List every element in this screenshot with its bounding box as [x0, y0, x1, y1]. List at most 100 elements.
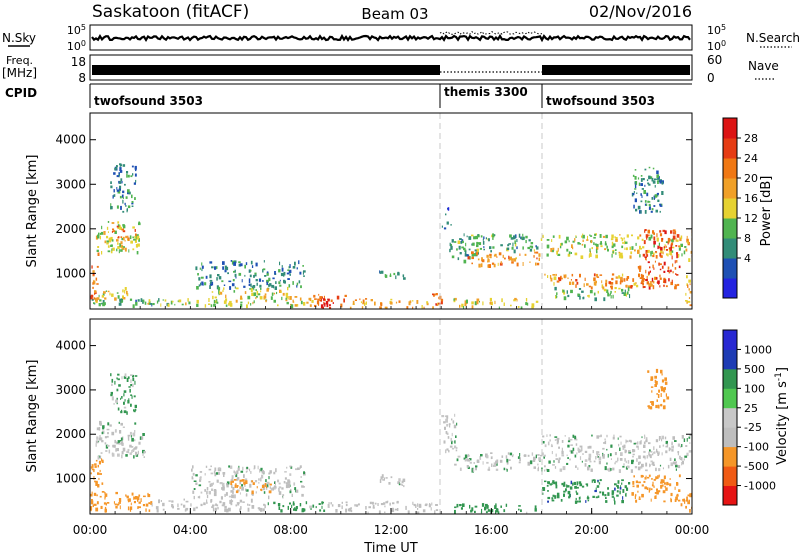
- nsearch-trace: [439, 30, 543, 36]
- colorbar-swatch: [723, 178, 737, 199]
- colorbar-tick-label: 4: [744, 252, 751, 265]
- velocity-echo-region: [103, 491, 153, 513]
- time-tick-label: 12:00: [374, 523, 409, 537]
- velocity-echo-region: [441, 413, 458, 454]
- velocity-echo-region: [680, 492, 692, 513]
- colorbar-swatch: [723, 368, 737, 389]
- nave-tick-top: 60: [707, 53, 722, 67]
- slant-range-tick: 4000: [55, 133, 86, 147]
- freq-tick-bottom: 8: [78, 71, 86, 85]
- time-tick-label: 00:00: [675, 523, 710, 537]
- colorbar-tick-label: 25: [744, 402, 758, 415]
- colorbar-swatch: [723, 388, 737, 409]
- velocity-colorbar-label-sup: -1: [774, 372, 784, 381]
- power-echo-region: [449, 233, 482, 264]
- colorbar-swatch: [723, 446, 737, 467]
- nsky-frame: [89, 24, 693, 51]
- velocity-echo-region: [95, 420, 146, 460]
- velocity-echo-region: [230, 479, 272, 495]
- power-echo-region: [379, 270, 406, 280]
- power-echo-region: [90, 252, 100, 302]
- power-echo-region: [110, 163, 137, 213]
- power-heatmap: [90, 163, 692, 309]
- power-echo-region: [195, 260, 306, 290]
- power-echo-region: [685, 229, 692, 307]
- colorbar-tick-label: 8: [744, 232, 751, 245]
- colorbar-swatch: [723, 427, 737, 448]
- power-echo-region: [253, 296, 314, 309]
- slant-range-tick: 3000: [55, 177, 86, 191]
- colorbar-swatch: [723, 278, 737, 299]
- power-echo-region: [211, 286, 292, 301]
- slant-range-tick: 4000: [55, 339, 86, 353]
- velocity-colorbar: 1000 500 100 25 -25 -100 -500 -1000: [722, 329, 776, 506]
- colorbar-swatch: [723, 330, 737, 350]
- time-tick-label: 16:00: [474, 523, 509, 537]
- velocity-echo-region: [110, 373, 138, 415]
- cpid-segment-3: twofsound 3503: [546, 94, 655, 108]
- power-echo-region: [95, 221, 141, 255]
- nave-tick-bottom: 0: [707, 71, 715, 85]
- nsearch-label: N.Search: [746, 31, 800, 45]
- velocity-colorbar-label: Velocity [m s-1]: [774, 367, 790, 465]
- colorbar-tick-label: 16: [744, 192, 758, 205]
- power-colorbar-label: Power [dB]: [759, 176, 774, 247]
- slant-range-tick: 1000: [55, 266, 86, 280]
- power-echo-region: [147, 298, 254, 309]
- power-colorbar: 28 24 20 16 12 8 4: [722, 117, 758, 299]
- colorbar-swatch: [723, 118, 737, 139]
- freq-label: Freq.: [6, 54, 33, 67]
- power-echo-region: [320, 298, 332, 309]
- power-echo-region: [111, 225, 137, 241]
- colorbar-tick-label: -25: [744, 421, 762, 434]
- velocity-frame: [89, 318, 693, 515]
- slant-range-tick: 2000: [55, 427, 86, 441]
- velocity-echo-region: [379, 474, 406, 488]
- power-echo-region: [468, 233, 543, 254]
- nsearch-tick-top: 105: [707, 23, 726, 38]
- power-echo-region: [98, 287, 129, 301]
- time-tick-label: 08:00: [273, 523, 308, 537]
- velocity-echo-region: [542, 479, 631, 505]
- slant-range-tick: 3000: [55, 383, 86, 397]
- freq-tick-top: 18: [71, 55, 86, 69]
- velocity-heatmap: [90, 368, 692, 514]
- colorbar-tick-label: -500: [744, 460, 769, 473]
- velocity-echo-region: [90, 458, 105, 512]
- power-echo-region: [637, 229, 681, 290]
- colorbar-swatch: [723, 466, 737, 486]
- time-tick-label: 00:00: [73, 523, 108, 537]
- velocity-echo-region: [542, 434, 692, 473]
- colorbar-tick-label: -1000: [744, 480, 776, 493]
- colorbar-swatch: [723, 485, 737, 506]
- colorbar-tick-label: 500: [744, 363, 765, 376]
- power-echo-region: [453, 297, 539, 309]
- nsearch-tick-bottom: 100: [707, 39, 726, 54]
- velocity-echo-region: [454, 503, 537, 514]
- power-frame: [89, 112, 693, 310]
- power-echo-region: [467, 251, 541, 268]
- time-axis-label: Time UT: [363, 541, 417, 554]
- power-echo-region: [441, 207, 452, 230]
- colorbar-tick-label: 12: [744, 212, 758, 225]
- colorbar-tick-label: 20: [744, 172, 758, 185]
- time-tick-label: 20:00: [574, 523, 609, 537]
- velocity-yticks: 1000 2000 3000 4000: [55, 339, 692, 486]
- beam-title: Beam 03: [361, 5, 428, 23]
- nsky-trace: [91, 33, 691, 43]
- colorbar-tick-label: 28: [744, 132, 758, 145]
- freq-panel: Freq. [MHz] 18 8 Nave 60 0: [2, 53, 779, 85]
- nsky-tick-bottom: 100: [67, 39, 86, 54]
- velocity-xticks: 00:00 04:00 08:00 12:00 16:00 20:00 00:00: [73, 306, 710, 537]
- cpid-panel: CPID twofsound 3503 themis 3300 twofsoun…: [5, 83, 692, 108]
- freq-unit: [MHz]: [2, 66, 37, 80]
- colorbar-swatch: [723, 138, 737, 159]
- time-tick-label: 04:00: [173, 523, 208, 537]
- colorbar-tick-label: -100: [744, 441, 769, 454]
- power-echo-region: [554, 286, 631, 302]
- nsky-panel: N.Sky 105 100 N.Search 105 100: [2, 23, 800, 54]
- colorbar-swatch: [723, 238, 737, 259]
- colorbar-tick-label: 24: [744, 152, 758, 165]
